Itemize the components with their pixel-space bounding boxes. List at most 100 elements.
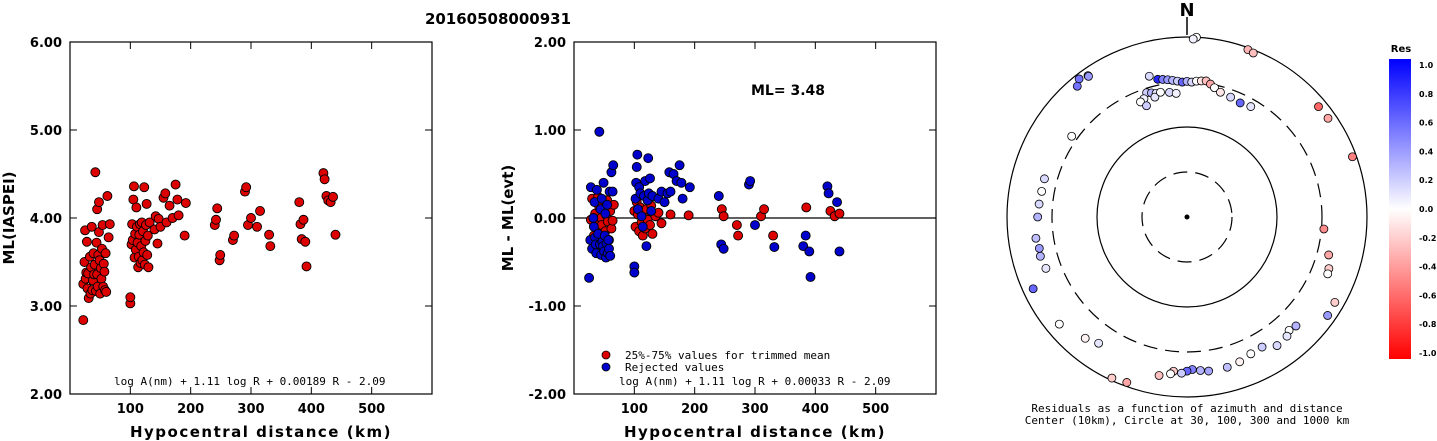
mid-x-tick-label: 400 — [802, 402, 829, 417]
colorbar-tick-label: 1.0 — [1419, 61, 1434, 70]
mid-point-s1 — [598, 177, 609, 188]
polar-caption-line1: Residuals as a function of azimuth and d… — [1031, 402, 1342, 415]
mid-point-s0 — [656, 218, 667, 229]
left-point-s0 — [103, 232, 114, 243]
polar-point — [1166, 369, 1175, 379]
polar-point — [1031, 233, 1041, 243]
mid-point-s1 — [665, 186, 676, 197]
mid-point-s1 — [603, 235, 614, 245]
polar-point — [1282, 331, 1292, 341]
colorbar-title: Res — [1391, 44, 1411, 55]
left-point-s0 — [90, 167, 101, 178]
left-point-s0 — [102, 191, 113, 201]
mid-point-s0 — [834, 208, 845, 219]
polar-point — [1235, 98, 1245, 108]
polar-point — [1272, 341, 1282, 350]
mid-point-s1 — [750, 220, 760, 230]
polar-point — [1122, 378, 1132, 387]
left-x-tick-label: 500 — [358, 402, 385, 417]
polar-point — [1080, 333, 1090, 343]
left-point-s0 — [294, 197, 305, 208]
ring-1000km — [1006, 36, 1368, 398]
mid-point-s0 — [731, 220, 742, 230]
left-y-tick-label: 2.00 — [30, 388, 62, 403]
left-point-s0 — [101, 286, 112, 297]
mid-point-s1 — [804, 246, 815, 257]
mid-point-s1 — [677, 193, 688, 204]
legend-rejected-label: Rejected values — [625, 361, 724, 374]
polar-point — [1067, 131, 1077, 141]
polar-point — [1156, 87, 1165, 97]
mid-point-s1 — [637, 221, 648, 232]
mid-point-s1 — [596, 193, 607, 204]
mid-point-s1 — [832, 197, 843, 208]
mid-point-s1 — [745, 176, 756, 186]
left-point-s0 — [229, 230, 240, 241]
mid-point-s1 — [645, 173, 655, 184]
left-formula: log A(nm) + 1.11 log R + 0.00189 R - 2.0… — [114, 375, 386, 388]
colorbar-tick-label: -0.4 — [1419, 263, 1437, 272]
polar-point — [1319, 224, 1329, 234]
ring-300km — [1051, 81, 1323, 353]
mid-point-s0 — [768, 230, 779, 241]
polar-point — [1330, 297, 1340, 307]
left-x-tick-label: 200 — [177, 402, 204, 417]
polar-point — [1324, 250, 1334, 260]
colorbar-tick-label: 0.2 — [1419, 176, 1433, 185]
polar-point — [1154, 371, 1164, 380]
mid-point-s1 — [600, 208, 611, 219]
polar-point — [1226, 92, 1236, 102]
left-y-tick-label: 5.00 — [30, 124, 62, 139]
polar-point — [1040, 174, 1049, 184]
left-ticks: 2.00 3.00 4.00 5.00 6.00 100 200 300 400 500 — [30, 36, 432, 417]
mid-point-s1 — [823, 188, 834, 199]
left-point-s0 — [301, 261, 312, 272]
ring-100km — [1096, 126, 1278, 308]
azimuth-polar-chart: N Residuals as a function of azimuth and… — [1006, 0, 1368, 427]
polar-point — [1034, 199, 1044, 209]
ml-value-label: ML= 3.48 — [751, 83, 825, 99]
left-x-axis-label: Hypocentral distance (km) — [130, 423, 392, 441]
left-point-s0 — [142, 250, 153, 260]
mid-point-s0 — [683, 210, 694, 221]
mid-point-s1 — [646, 206, 657, 216]
left-point-s0 — [172, 194, 183, 205]
polar-point — [1314, 102, 1323, 112]
mid-point-s1 — [584, 272, 595, 283]
left-point-s0 — [246, 213, 256, 223]
left-x-tick-label: 400 — [298, 402, 325, 417]
mid-point-s1 — [594, 126, 605, 137]
mid-point-s1 — [659, 197, 670, 208]
left-point-s0 — [141, 198, 152, 209]
mid-point-s0 — [718, 211, 729, 222]
polar-point — [1035, 251, 1045, 261]
mid-point-s1 — [629, 267, 640, 278]
polar-point — [1033, 212, 1043, 222]
polar-point — [1144, 71, 1154, 81]
mid-formula: log A(nm) + 1.11 log R + 0.00033 R - 2.0… — [619, 375, 891, 388]
left-point-s0 — [160, 188, 171, 199]
polar-point — [1054, 319, 1064, 329]
center-dot — [1184, 214, 1190, 220]
mid-point-s1 — [718, 243, 729, 254]
left-point-s0 — [252, 221, 262, 232]
left-point-s0 — [86, 221, 97, 232]
colorbar-tick-label: -0.6 — [1419, 291, 1437, 300]
mid-point-s1 — [684, 182, 695, 193]
polar-point — [1034, 243, 1044, 253]
polar-point — [1028, 284, 1038, 294]
mid-y-tick-label: 2.00 — [534, 36, 566, 51]
left-point-s0 — [142, 230, 153, 241]
left-point-s0 — [328, 191, 339, 202]
ring-30km — [1141, 171, 1233, 263]
colorbar-gradient — [1389, 59, 1411, 359]
mid-point-s1 — [674, 160, 685, 171]
colorbar-tick-label: 0.4 — [1419, 147, 1434, 156]
polar-point — [1041, 263, 1051, 273]
left-points — [78, 167, 341, 326]
mid-x-tick-label: 500 — [862, 402, 889, 417]
polar-point — [1074, 74, 1084, 84]
polar-point — [1222, 362, 1232, 372]
mid-point-s1 — [608, 160, 619, 171]
